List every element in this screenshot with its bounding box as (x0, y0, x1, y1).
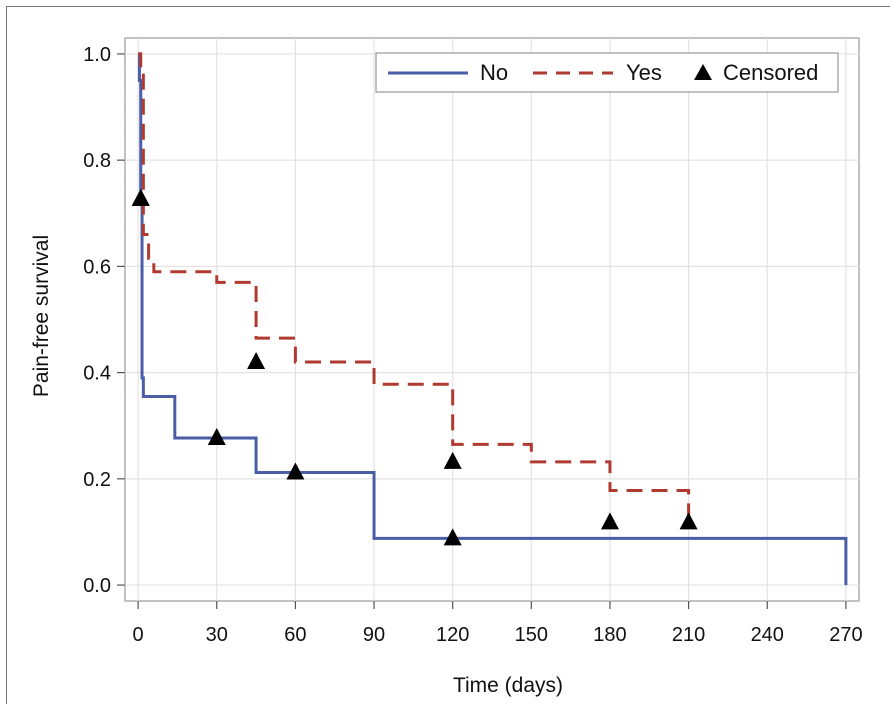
censored-marker-yes (679, 512, 698, 530)
x-tick-label: 210 (672, 624, 705, 646)
x-axis-title: Time (days) (453, 674, 563, 697)
x-tick-label: 90 (363, 624, 385, 646)
chart-frame (6, 6, 890, 704)
legend-yes-label: Yes (626, 60, 662, 85)
series-line-yes (138, 52, 691, 523)
x-tick-label: 150 (515, 624, 548, 646)
y-tick-label: 0.8 (83, 150, 111, 172)
censored-marker-yes (131, 188, 150, 206)
legend-no-label: No (480, 60, 508, 85)
x-tick-label: 60 (284, 624, 306, 646)
x-tick-label: 270 (829, 624, 862, 646)
legend: No Yes Censored (375, 52, 839, 93)
censored-marker-yes (247, 351, 266, 369)
y-tick-label: 0.2 (83, 469, 111, 491)
censored-marker-no (286, 462, 305, 480)
series-line-no (137, 52, 848, 586)
y-axis-ticks: 0.0 0.2 0.4 0.6 0.8 1.0 (83, 44, 125, 597)
y-tick-label: 1.0 (83, 44, 111, 66)
y-axis-title: Pain-free survival (30, 235, 53, 397)
x-tick-label: 120 (436, 624, 469, 646)
censored-markers (131, 188, 698, 546)
x-axis-ticks: 0 30 60 90 120 150 180 210 240 270 (133, 601, 863, 646)
censored-marker-no (207, 427, 226, 445)
x-tick-label: 240 (751, 624, 784, 646)
x-tick-label: 0 (133, 624, 144, 646)
y-tick-label: 0.0 (83, 575, 111, 597)
series-layer (137, 52, 848, 586)
censored-marker-yes (600, 512, 619, 530)
y-tick-label: 0.6 (83, 256, 111, 278)
plot-area (124, 37, 860, 602)
censored-marker-yes (443, 451, 462, 469)
y-tick-label: 0.4 (83, 363, 111, 385)
x-tick-label: 180 (593, 624, 626, 646)
legend-censored-marker (694, 64, 712, 80)
x-tick-label: 30 (206, 624, 228, 646)
censored-marker-no (443, 528, 462, 546)
legend-censored-label: Censored (723, 60, 818, 85)
